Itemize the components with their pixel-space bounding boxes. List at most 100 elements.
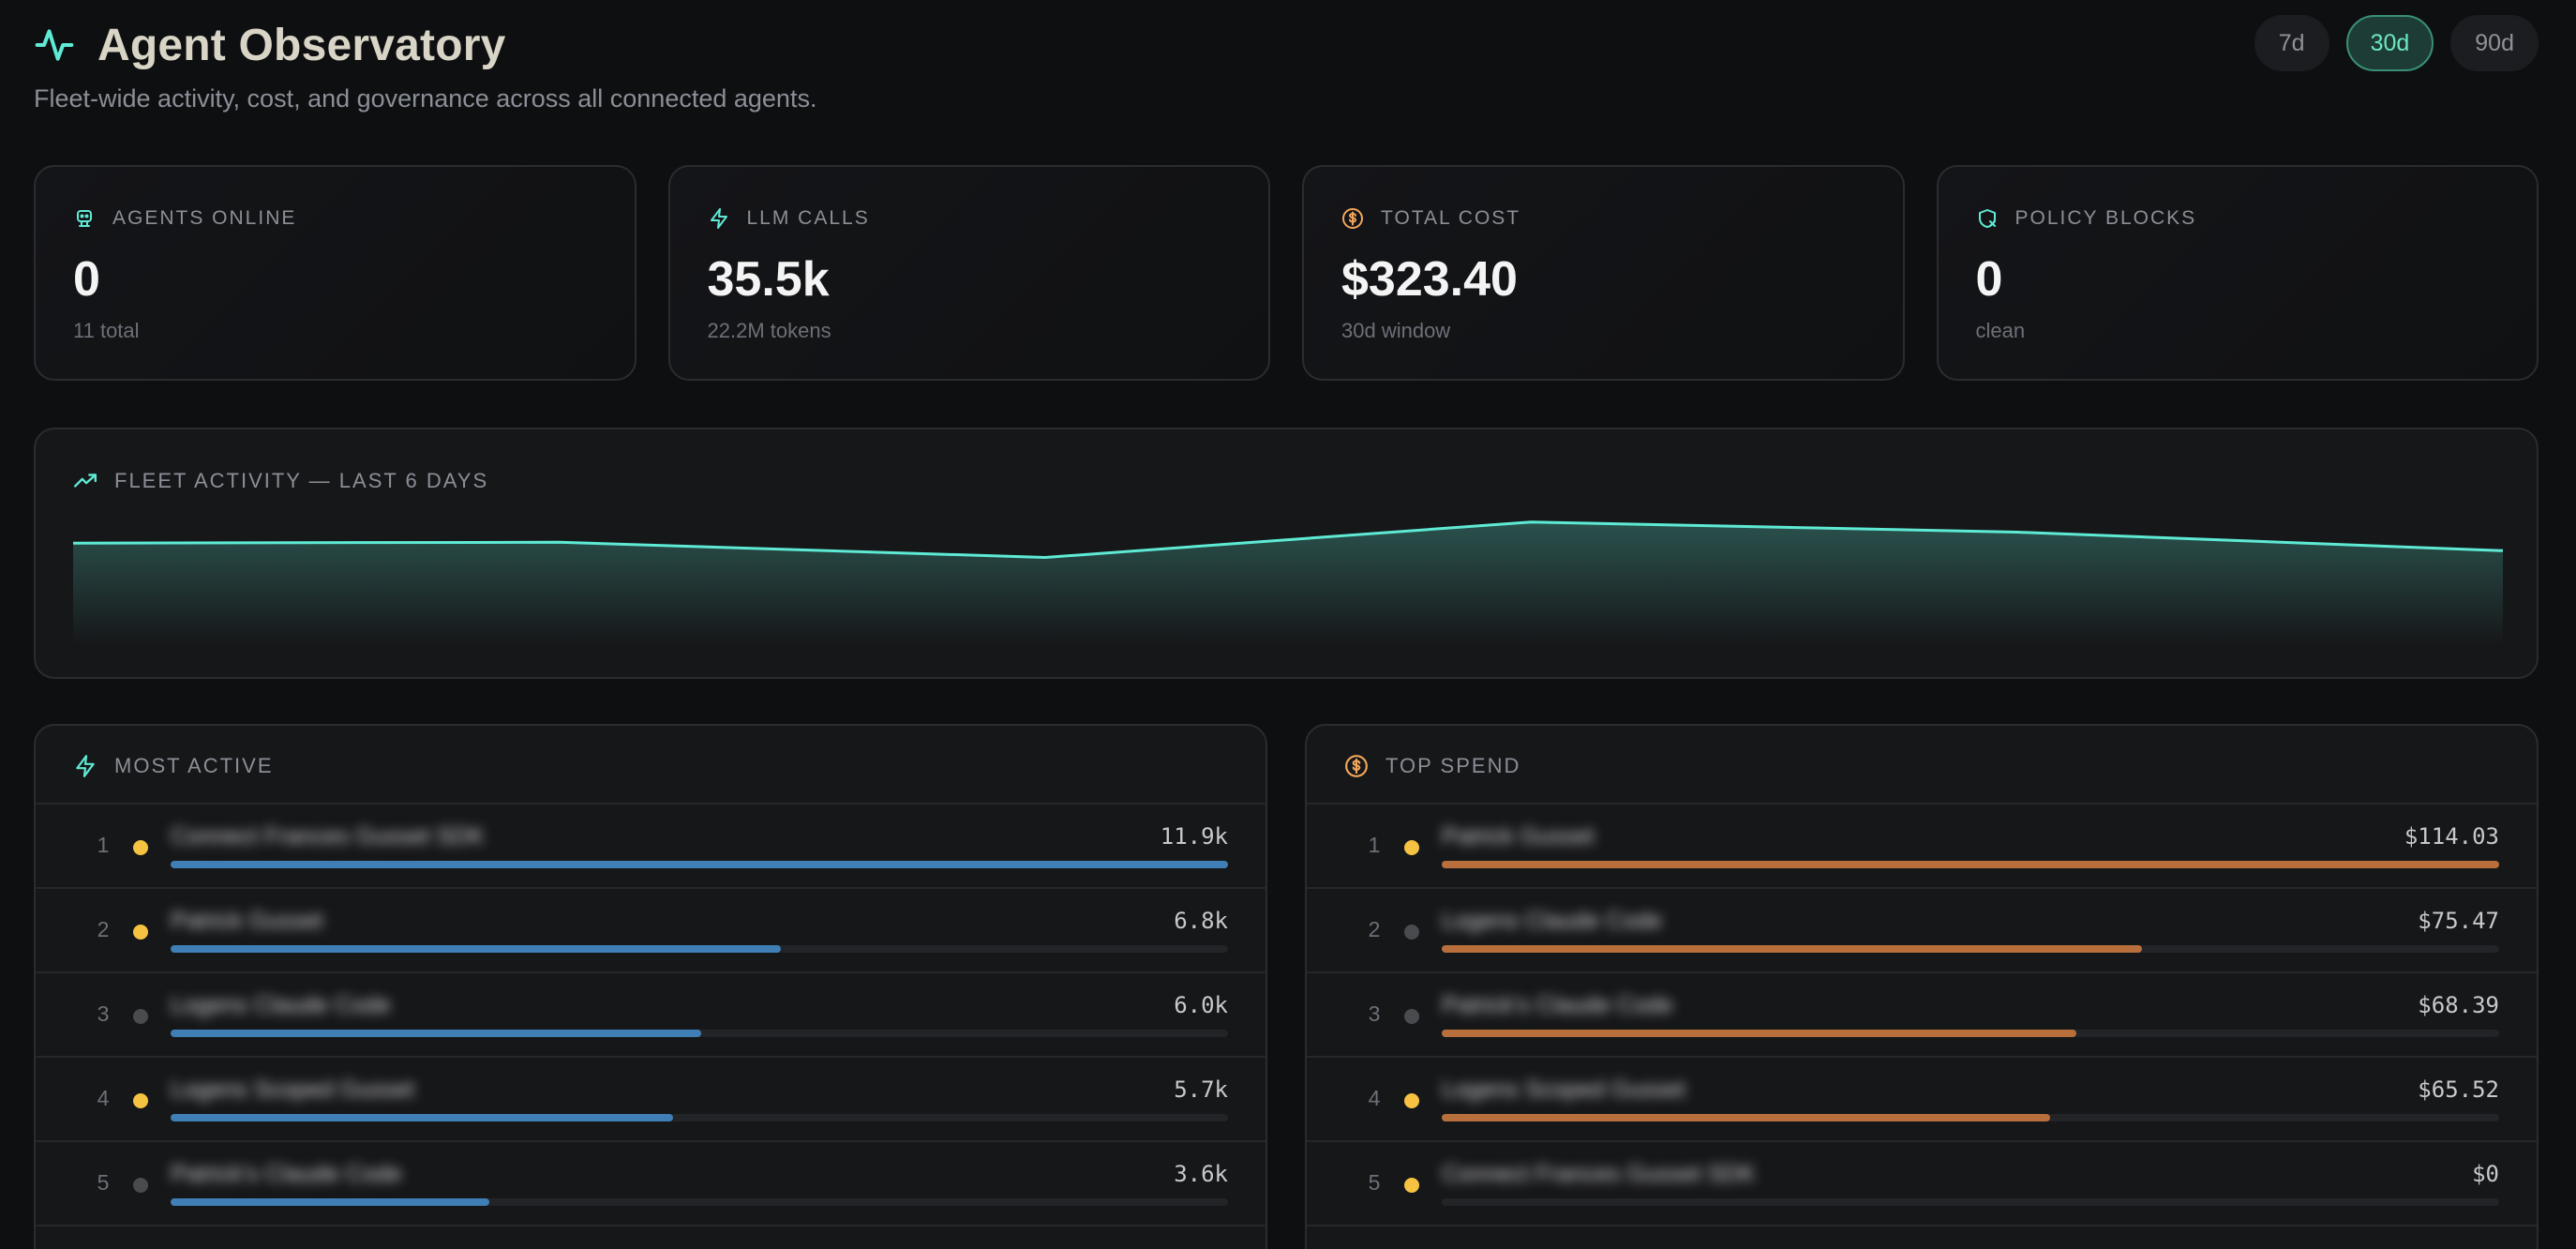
progress-fill bbox=[1442, 861, 2499, 868]
list-item[interactable]: 4 Logens Scoped Gusset $65.52 bbox=[1307, 1058, 2537, 1142]
status-dot bbox=[133, 925, 148, 940]
most-active-panel: MOST ACTIVE 1 Connect Frances Gusset SDK 1… bbox=[34, 724, 1267, 1249]
activity-line bbox=[73, 520, 2503, 559]
list-item[interactable]: 1 Patrick Gusset $114.03 bbox=[1307, 805, 2537, 889]
agent-name: Patrick Gusset bbox=[171, 908, 323, 934]
rank-number: 1 bbox=[1368, 833, 1381, 857]
stat-label: AGENTS ONLINE bbox=[112, 207, 297, 229]
list-item[interactable]: 3 Patrick's Claude Code $68.39 bbox=[1307, 973, 2537, 1058]
top-spend-list: 1 Patrick Gusset $114.03 2 Logens Claude Cod… bbox=[1307, 805, 2537, 1226]
status-dot bbox=[133, 1093, 148, 1108]
list-item[interactable]: 2 Logens Claude Code $75.47 bbox=[1307, 889, 2537, 973]
stat-label: TOTAL COST bbox=[1381, 207, 1521, 229]
pulse-icon bbox=[35, 29, 74, 61]
progress-track bbox=[1442, 861, 2499, 868]
progress-track bbox=[171, 861, 1228, 868]
status-dot bbox=[1404, 1093, 1419, 1108]
activity-area bbox=[73, 521, 2503, 645]
fleet-activity-panel: FLEET ACTIVITY — LAST 6 DAYS bbox=[34, 428, 2539, 679]
range-7d-button[interactable]: 7d bbox=[2254, 15, 2329, 71]
top-spend-header: TOP SPEND bbox=[1307, 726, 2537, 805]
stats-row: AGENTS ONLINE 0 11 total LLM CALLS 35.5k… bbox=[34, 165, 2539, 381]
stat-subtext: 11 total bbox=[73, 319, 140, 342]
status-dot bbox=[133, 1178, 148, 1193]
rank-number: 5 bbox=[97, 1170, 110, 1195]
progress-track bbox=[1442, 1030, 2499, 1037]
metric-value: 5.7k bbox=[1174, 1076, 1228, 1103]
bolt-icon bbox=[76, 755, 95, 777]
activity-label: FLEET ACTIVITY — LAST 6 DAYS bbox=[114, 469, 489, 492]
stat-label: POLICY BLOCKS bbox=[2014, 207, 2197, 229]
progress-fill bbox=[171, 1030, 702, 1037]
list-item[interactable]: 2 Patrick Gusset 6.8k bbox=[36, 889, 1266, 973]
agent-name: Logens Scoped Gusset bbox=[171, 1076, 414, 1103]
metric-value: $0 bbox=[2472, 1161, 2499, 1187]
most-active-header: MOST ACTIVE bbox=[36, 726, 1266, 805]
bolt-icon bbox=[710, 208, 727, 229]
progress-track bbox=[1442, 1114, 2499, 1121]
status-dot bbox=[133, 1009, 148, 1024]
list-item[interactable]: 1 Connect Frances Gusset SDK 11.9k bbox=[36, 805, 1266, 889]
progress-fill bbox=[171, 1114, 673, 1121]
metric-value: $65.52 bbox=[2418, 1076, 2499, 1103]
list-item[interactable]: 5 Patrick's Claude Code 3.6k bbox=[36, 1142, 1266, 1226]
agent-name: Logens Claude Code bbox=[1442, 908, 1662, 934]
list-item[interactable]: 5 Connect Frances Gusset SDK $0 bbox=[1307, 1142, 2537, 1226]
shield-x-icon bbox=[1978, 209, 1996, 228]
progress-track bbox=[171, 1030, 1228, 1037]
agent-name: Connect Frances Gusset SDK bbox=[1442, 1161, 1756, 1187]
most-active-list: 1 Connect Frances Gusset SDK 11.9k 2 Patrick… bbox=[36, 805, 1266, 1226]
progress-fill bbox=[1442, 1114, 2050, 1121]
agent-name: Patrick Gusset bbox=[1442, 823, 1595, 850]
most-active-label: MOST ACTIVE bbox=[114, 754, 274, 777]
stat-subtext: 30d window bbox=[1341, 319, 1451, 342]
status-dot bbox=[1404, 1178, 1419, 1193]
stat-card-agents-online: AGENTS ONLINE 0 11 total bbox=[34, 165, 637, 381]
metric-value: $114.03 bbox=[2404, 823, 2499, 850]
agent-name: Patrick's Claude Code bbox=[1442, 992, 1673, 1018]
page-header: Agent Observatory Fleet-wide activity, c… bbox=[34, 0, 2539, 131]
progress-track bbox=[171, 945, 1228, 953]
metric-value: $75.47 bbox=[2418, 908, 2499, 934]
progress-fill bbox=[171, 861, 1228, 868]
rank-number: 3 bbox=[97, 1001, 110, 1026]
range-90d-button[interactable]: 90d bbox=[2450, 15, 2539, 71]
activity-sparkline bbox=[73, 520, 2503, 645]
top-spend-panel: TOP SPEND 1 Patrick Gusset $114.03 2 Logens … bbox=[1305, 724, 2539, 1249]
stat-card-llm-calls: LLM CALLS 35.5k 22.2M tokens bbox=[667, 165, 1270, 381]
rank-number: 4 bbox=[1368, 1086, 1381, 1110]
rank-number: 2 bbox=[1368, 917, 1381, 941]
status-dot bbox=[1404, 925, 1419, 940]
status-dot bbox=[1404, 840, 1419, 855]
rank-number: 5 bbox=[1368, 1170, 1381, 1195]
page-title: Agent Observatory bbox=[97, 20, 506, 70]
agent-icon bbox=[77, 210, 92, 227]
progress-fill bbox=[1442, 1030, 2076, 1037]
agent-name: Logens Scoped Gusset bbox=[1442, 1076, 1685, 1103]
list-item[interactable]: 3 Logens Claude Code 6.0k bbox=[36, 973, 1266, 1058]
dashboard-page: Agent Observatory Fleet-wide activity, c… bbox=[34, 0, 2539, 1249]
progress-track bbox=[171, 1114, 1228, 1121]
stat-card-total-cost: TOTAL COST $323.40 30d window bbox=[1302, 165, 1905, 381]
agent-name: Logens Claude Code bbox=[171, 992, 391, 1018]
progress-fill bbox=[171, 1198, 489, 1206]
progress-fill bbox=[171, 945, 781, 953]
stat-value: $323.40 bbox=[1341, 252, 1518, 307]
metric-value: 6.8k bbox=[1174, 908, 1228, 934]
agent-name: Connect Frances Gusset SDK bbox=[171, 823, 485, 850]
rank-number: 4 bbox=[97, 1086, 110, 1110]
stat-subtext: clean bbox=[1975, 319, 2026, 342]
range-30d-button[interactable]: 30d bbox=[2345, 15, 2434, 71]
stat-card-policy-blocks: POLICY BLOCKS 0 clean bbox=[1936, 165, 2539, 381]
stat-value: 0 bbox=[1975, 252, 2003, 307]
time-range-selector: 7d 30d 90d bbox=[2254, 15, 2539, 71]
progress-track bbox=[171, 1198, 1228, 1206]
metric-value: 11.9k bbox=[1160, 823, 1228, 850]
stat-label: LLM CALLS bbox=[746, 207, 870, 229]
list-item[interactable]: 4 Logens Scoped Gusset 5.7k bbox=[36, 1058, 1266, 1142]
rank-number: 1 bbox=[97, 833, 110, 857]
stat-subtext: 22.2M tokens bbox=[707, 319, 831, 342]
progress-track bbox=[1442, 945, 2499, 953]
page-subtitle: Fleet-wide activity, cost, and governanc… bbox=[34, 84, 817, 113]
dollar-icon bbox=[1345, 755, 1368, 777]
